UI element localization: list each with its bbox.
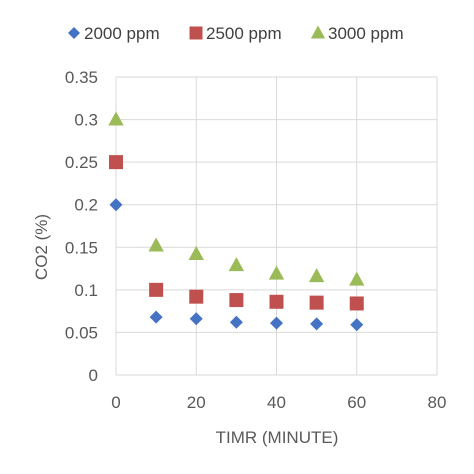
y-tick-label: 0	[89, 366, 98, 385]
y-tick-label: 0.2	[74, 196, 98, 215]
legend-label: 3000 ppm	[328, 24, 404, 43]
y-tick-label: 0.1	[74, 281, 98, 300]
gridlines	[115, 76, 438, 376]
data-point-diamond	[310, 317, 324, 331]
data-point-triangle	[268, 265, 285, 280]
data-point-diamond	[350, 318, 364, 332]
data-point-square	[149, 282, 164, 297]
y-tick-label: 0.35	[65, 68, 98, 87]
y-tick-label: 0.05	[65, 323, 98, 342]
data-point-square	[269, 294, 284, 309]
data-points	[108, 111, 365, 332]
data-point-triangle	[308, 268, 325, 283]
data-point-triangle	[148, 237, 164, 252]
data-point-square	[109, 155, 123, 170]
data-point-square	[229, 293, 244, 308]
legend-label: 2000 ppm	[84, 24, 160, 43]
legend-label: 2500 ppm	[206, 24, 282, 43]
x-axis-title: TIMR (MINUTE)	[216, 428, 339, 447]
data-point-square	[309, 295, 324, 310]
legend-marker-square	[189, 26, 203, 40]
data-point-triangle	[349, 271, 365, 286]
y-tick-label: 0.25	[65, 153, 98, 172]
x-tick-label: 60	[347, 393, 366, 412]
data-point-diamond	[189, 312, 203, 326]
legend-marker-triangle	[310, 25, 326, 39]
x-tick-label: 20	[187, 393, 206, 412]
data-point-square	[349, 296, 364, 311]
data-point-diamond	[270, 316, 283, 330]
data-point-square	[189, 289, 204, 304]
x-tick-label: 40	[267, 393, 286, 412]
data-point-triangle	[228, 257, 245, 272]
y-tick-label: 0.15	[65, 238, 98, 257]
data-point-triangle	[188, 246, 204, 261]
data-point-diamond	[149, 310, 163, 324]
data-point-diamond	[109, 198, 123, 212]
tick-labels: 0 0.05 0.1 0.15 0.2 0.25 0.3 0.35 0 20 40 60 80	[65, 68, 447, 412]
data-point-triangle	[108, 111, 124, 126]
legend: 2000 ppm 2500 ppm 3000 ppm	[68, 24, 404, 43]
x-tick-label: 80	[428, 393, 447, 412]
y-axis-title: CO2 (%)	[32, 214, 51, 280]
legend-marker-diamond	[68, 27, 80, 39]
data-point-diamond	[229, 315, 243, 329]
y-tick-label: 0.3	[74, 111, 98, 130]
x-tick-label: 0	[111, 393, 120, 412]
